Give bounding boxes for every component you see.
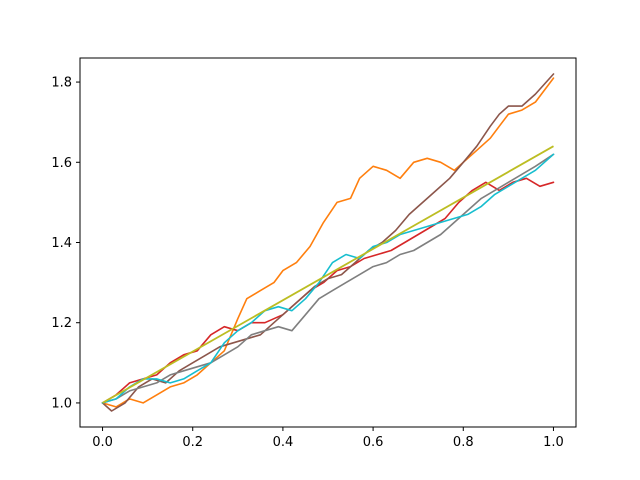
y-tick-label: 1.0 <box>51 396 72 411</box>
series-line-0 <box>101 77 555 408</box>
y-tick-label: 1.4 <box>51 236 72 251</box>
x-tick-label: 0.2 <box>182 435 203 450</box>
x-tick-label: 1.0 <box>543 435 564 450</box>
y-tick-label: 1.8 <box>51 76 72 91</box>
y-tick-label: 1.6 <box>51 156 72 171</box>
x-tick-label: 0.0 <box>92 435 113 450</box>
series-line-1 <box>101 177 555 404</box>
plot-lines <box>101 73 555 412</box>
y-axis: 1.0 1.2 1.4 1.6 1.8 <box>51 76 80 411</box>
series-line-4 <box>101 153 555 404</box>
y-tick-label: 1.2 <box>51 316 72 331</box>
x-tick-label: 0.4 <box>273 435 294 450</box>
series-line-3 <box>101 153 555 404</box>
x-tick-label: 0.6 <box>363 435 384 450</box>
series-line-2 <box>101 73 555 412</box>
x-tick-label: 0.8 <box>453 435 474 450</box>
series-line-5 <box>102 145 554 404</box>
axes-frame <box>79 57 577 428</box>
x-axis: 0.0 0.2 0.4 0.6 0.8 1.0 <box>92 427 564 450</box>
